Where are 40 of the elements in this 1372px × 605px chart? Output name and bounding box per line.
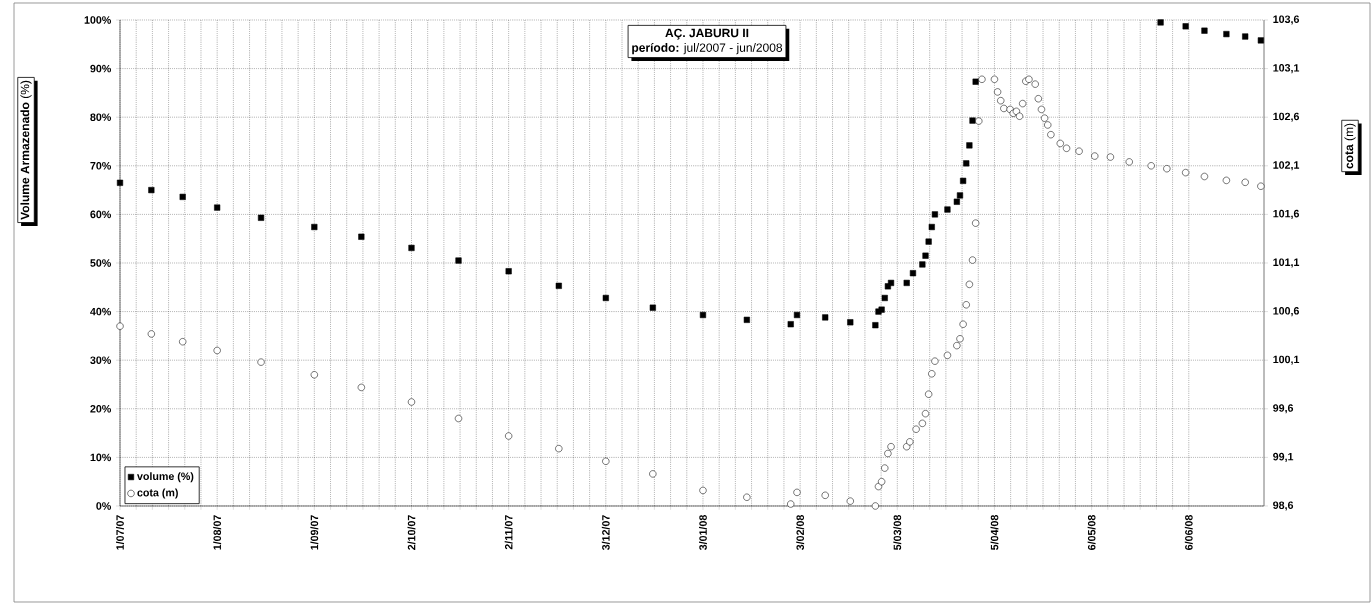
y-tick-label: 0% [96,502,112,510]
x-tick-label: 5/04/08 [990,515,999,550]
x-tick-label: 2/11/07 [504,515,513,550]
y-axis-title: Volume Armazenado (%) [20,80,32,220]
y-tick-label: 90% [90,64,112,73]
y-tick-label: 10% [90,453,112,462]
x-tick-label: 6/06/08 [1184,515,1193,550]
x-tick-label: 3/12/07 [601,515,610,551]
y-tick-label: 60% [90,210,112,219]
y2-tick-label: 101,6 [1273,209,1300,219]
y2-tick-label: 99,6 [1273,404,1294,414]
x-tick-label: 3/01/08 [699,515,707,551]
y2-tick-label: 100,6 [1273,307,1300,317]
y2-tick-label: 103,6 [1273,15,1300,25]
y-tick-label: 30% [90,356,112,364]
y-tick-label: 40% [90,307,112,316]
y-tick-label: 80% [90,113,112,121]
y-tick-label: 70% [90,162,112,170]
y2-tick-label: 99,1 [1273,452,1294,462]
x-tick-label: 1/07/07 [116,515,124,550]
legend-label: volume (%) [137,472,194,483]
x-tick-label: 6/05/08 [1087,515,1096,550]
y2-axis-title: cota (m) [1344,123,1356,169]
text: período: jul/2007 - jun/2008 [632,42,783,55]
y2-tick-label: 101,1 [1273,258,1300,268]
y2-tick-label: 103,1 [1273,64,1300,74]
y-tick-label: 100% [84,16,112,24]
x-tick-label: 3/02/08 [796,515,805,551]
y2-tick-label: 102,1 [1273,161,1300,171]
y2-tick-label: 98,6 [1273,501,1294,511]
y2-tick-label: 102,6 [1273,112,1300,122]
x-tick-label: 2/10/07 [407,515,416,550]
y-tick-label: 50% [90,259,112,267]
text: AÇ. JABURU II [665,28,749,40]
legend-label: cota (m) [137,488,178,499]
x-tick-label: 1/08/07 [213,515,222,550]
x-tick-label: 5/03/08 [893,515,902,550]
x-tick-label: 1/09/07 [310,515,319,550]
y-tick-label: 20% [90,405,112,413]
y2-tick-label: 100,1 [1273,355,1300,365]
